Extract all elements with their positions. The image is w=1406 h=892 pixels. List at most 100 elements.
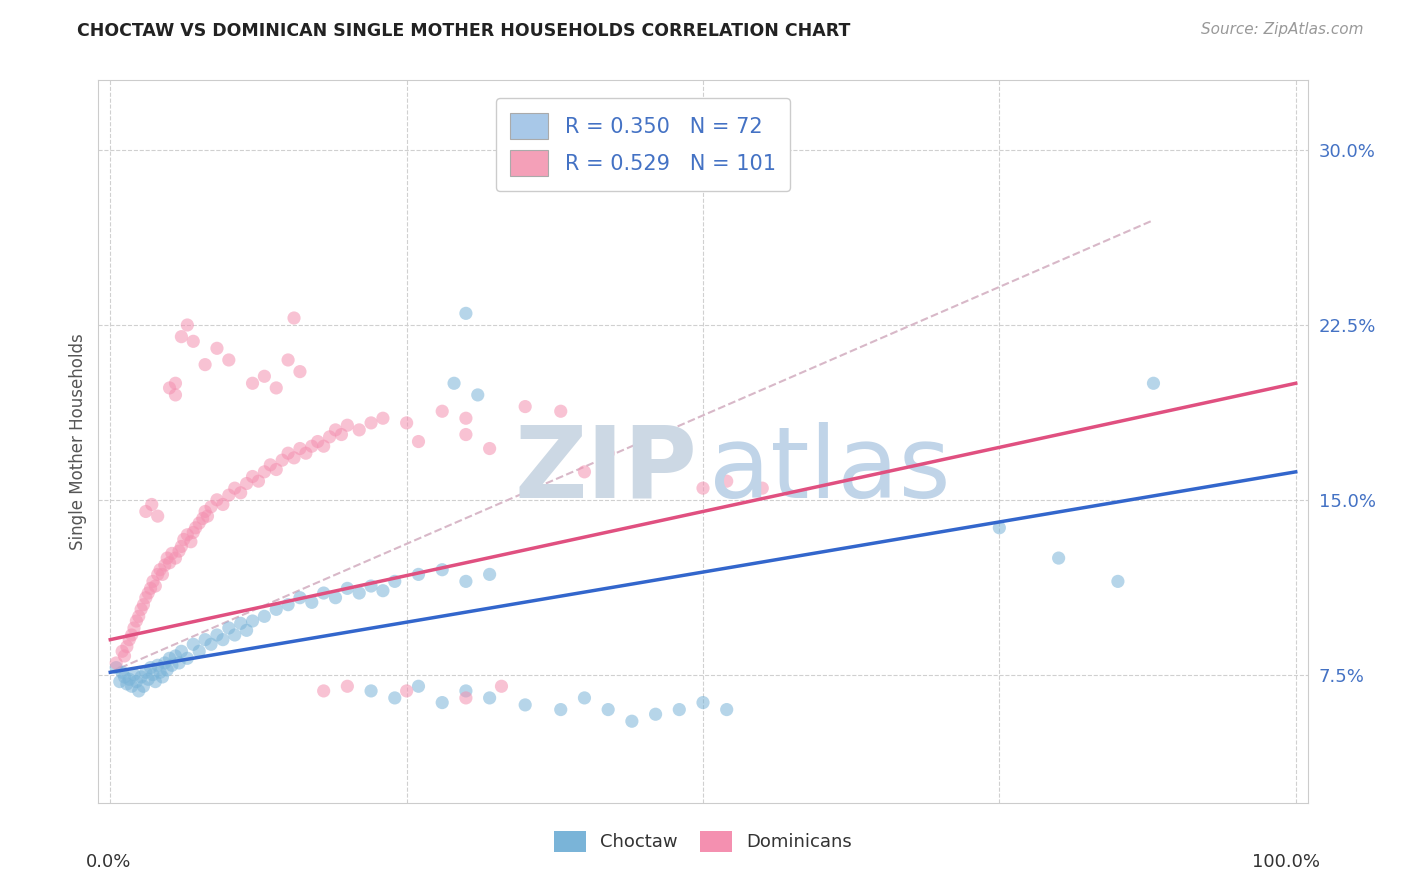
Point xyxy=(132,679,155,693)
Text: atlas: atlas xyxy=(709,422,950,519)
Point xyxy=(188,516,211,530)
Point xyxy=(318,430,340,444)
Point xyxy=(165,648,187,663)
Point xyxy=(264,602,287,616)
Point xyxy=(114,648,136,663)
Point xyxy=(132,598,155,612)
Point xyxy=(197,509,219,524)
Point xyxy=(325,423,347,437)
Point xyxy=(142,667,165,681)
Point xyxy=(454,690,477,705)
Point xyxy=(170,329,193,343)
Point xyxy=(598,446,620,460)
Point xyxy=(301,439,323,453)
Point xyxy=(312,439,335,453)
Point xyxy=(128,684,150,698)
Point xyxy=(122,667,145,681)
Point xyxy=(692,696,714,710)
Point xyxy=(142,574,165,589)
Point xyxy=(143,579,166,593)
Point xyxy=(128,609,150,624)
Point xyxy=(224,628,246,642)
Point xyxy=(283,311,305,326)
Point xyxy=(478,567,501,582)
Point xyxy=(205,628,228,642)
Point xyxy=(156,551,179,566)
Point xyxy=(1142,376,1164,391)
Point xyxy=(432,563,454,577)
Point xyxy=(242,469,264,483)
Point xyxy=(360,416,382,430)
Point xyxy=(176,318,198,332)
Point xyxy=(454,684,477,698)
Point xyxy=(550,702,572,716)
Point xyxy=(167,544,190,558)
Point xyxy=(491,679,513,693)
Point xyxy=(167,656,190,670)
Point xyxy=(115,677,138,691)
Point xyxy=(115,640,138,654)
Point xyxy=(443,376,465,391)
Point xyxy=(153,558,176,572)
Point xyxy=(181,334,204,349)
Point xyxy=(288,365,311,379)
Point xyxy=(235,476,257,491)
Point xyxy=(146,509,169,524)
Point xyxy=(1107,574,1129,589)
Point xyxy=(194,504,217,518)
Point xyxy=(253,369,276,384)
Point xyxy=(160,658,183,673)
Point xyxy=(200,637,222,651)
Point xyxy=(111,644,134,658)
Point xyxy=(170,540,193,554)
Point xyxy=(181,637,204,651)
Point xyxy=(312,684,335,698)
Point xyxy=(229,485,252,500)
Point xyxy=(253,609,276,624)
Point xyxy=(121,679,143,693)
Point xyxy=(105,660,128,674)
Point xyxy=(432,404,454,418)
Point xyxy=(165,388,187,402)
Point xyxy=(229,616,252,631)
Point xyxy=(180,534,202,549)
Point xyxy=(264,462,287,476)
Point xyxy=(135,591,157,605)
Point xyxy=(235,624,257,638)
Point xyxy=(173,533,195,547)
Point xyxy=(218,621,240,635)
Point xyxy=(111,665,134,680)
Point xyxy=(200,500,222,514)
Point xyxy=(156,663,179,677)
Point xyxy=(141,498,163,512)
Point xyxy=(152,670,174,684)
Point xyxy=(212,632,235,647)
Point xyxy=(224,481,246,495)
Text: 0.0%: 0.0% xyxy=(86,854,132,871)
Point xyxy=(633,450,655,465)
Point xyxy=(515,400,537,414)
Point xyxy=(136,586,159,600)
Y-axis label: Single Mother Households: Single Mother Households xyxy=(69,334,87,549)
Point xyxy=(194,632,217,647)
Point xyxy=(277,353,299,368)
Point xyxy=(114,670,136,684)
Point xyxy=(191,511,214,525)
Point xyxy=(146,658,169,673)
Point xyxy=(181,525,204,540)
Point xyxy=(515,698,537,712)
Point xyxy=(307,434,329,449)
Point xyxy=(288,442,311,456)
Point xyxy=(205,492,228,507)
Point xyxy=(149,665,172,680)
Point xyxy=(159,381,181,395)
Point xyxy=(751,481,773,495)
Point xyxy=(360,684,382,698)
Point xyxy=(125,614,148,628)
Point xyxy=(467,388,489,402)
Point xyxy=(194,358,217,372)
Point xyxy=(408,567,430,582)
Point xyxy=(152,567,174,582)
Text: Source: ZipAtlas.com: Source: ZipAtlas.com xyxy=(1201,22,1364,37)
Point xyxy=(395,684,418,698)
